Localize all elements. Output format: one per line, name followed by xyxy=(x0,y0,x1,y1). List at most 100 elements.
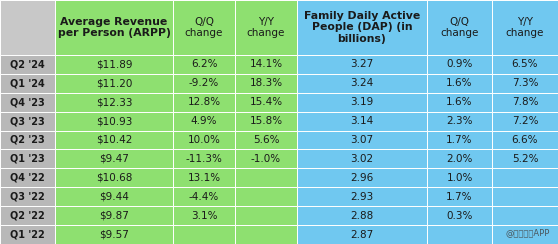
FancyBboxPatch shape xyxy=(0,55,55,74)
FancyBboxPatch shape xyxy=(427,93,492,112)
Text: 6.6%: 6.6% xyxy=(512,135,538,145)
FancyBboxPatch shape xyxy=(297,0,427,55)
FancyBboxPatch shape xyxy=(173,206,235,225)
FancyBboxPatch shape xyxy=(427,74,492,93)
Text: Q2 '24: Q2 '24 xyxy=(10,59,45,69)
Text: 0.3%: 0.3% xyxy=(446,211,473,221)
FancyBboxPatch shape xyxy=(297,206,427,225)
Text: 3.1%: 3.1% xyxy=(191,211,217,221)
FancyBboxPatch shape xyxy=(235,74,297,93)
FancyBboxPatch shape xyxy=(0,168,55,187)
FancyBboxPatch shape xyxy=(55,206,173,225)
Text: 3.24: 3.24 xyxy=(350,78,374,88)
Text: 1.6%: 1.6% xyxy=(446,78,473,88)
Text: 2.0%: 2.0% xyxy=(446,154,473,164)
FancyBboxPatch shape xyxy=(492,149,558,168)
FancyBboxPatch shape xyxy=(0,112,55,131)
FancyBboxPatch shape xyxy=(235,187,297,206)
Text: 3.19: 3.19 xyxy=(350,97,374,107)
FancyBboxPatch shape xyxy=(55,225,173,244)
Text: -1.0%: -1.0% xyxy=(251,154,281,164)
FancyBboxPatch shape xyxy=(297,149,427,168)
FancyBboxPatch shape xyxy=(492,187,558,206)
FancyBboxPatch shape xyxy=(55,187,173,206)
FancyBboxPatch shape xyxy=(427,112,492,131)
FancyBboxPatch shape xyxy=(427,0,492,55)
FancyBboxPatch shape xyxy=(492,0,558,55)
Text: Q3 '22: Q3 '22 xyxy=(10,192,45,202)
FancyBboxPatch shape xyxy=(0,206,55,225)
Text: Q/Q
change: Q/Q change xyxy=(440,17,479,38)
Text: $11.20: $11.20 xyxy=(96,78,132,88)
Text: 3.27: 3.27 xyxy=(350,59,374,69)
FancyBboxPatch shape xyxy=(173,149,235,168)
FancyBboxPatch shape xyxy=(55,112,173,131)
FancyBboxPatch shape xyxy=(55,74,173,93)
Text: @智通财经APP: @智通财经APP xyxy=(505,228,550,237)
FancyBboxPatch shape xyxy=(235,149,297,168)
FancyBboxPatch shape xyxy=(173,168,235,187)
FancyBboxPatch shape xyxy=(55,55,173,74)
FancyBboxPatch shape xyxy=(297,93,427,112)
FancyBboxPatch shape xyxy=(427,206,492,225)
FancyBboxPatch shape xyxy=(173,0,235,55)
FancyBboxPatch shape xyxy=(0,187,55,206)
Text: $9.87: $9.87 xyxy=(99,211,129,221)
Text: 6.2%: 6.2% xyxy=(191,59,217,69)
Text: Q2 '22: Q2 '22 xyxy=(10,211,45,221)
FancyBboxPatch shape xyxy=(492,93,558,112)
Text: 2.93: 2.93 xyxy=(350,192,374,202)
Text: $10.93: $10.93 xyxy=(96,116,132,126)
FancyBboxPatch shape xyxy=(0,149,55,168)
FancyBboxPatch shape xyxy=(0,131,55,149)
Text: 2.87: 2.87 xyxy=(350,230,374,240)
FancyBboxPatch shape xyxy=(492,206,558,225)
FancyBboxPatch shape xyxy=(235,93,297,112)
FancyBboxPatch shape xyxy=(55,0,173,55)
FancyBboxPatch shape xyxy=(235,55,297,74)
FancyBboxPatch shape xyxy=(235,0,297,55)
Text: 3.02: 3.02 xyxy=(350,154,373,164)
FancyBboxPatch shape xyxy=(427,131,492,149)
Text: Q4 '22: Q4 '22 xyxy=(10,173,45,183)
Text: -4.4%: -4.4% xyxy=(189,192,219,202)
FancyBboxPatch shape xyxy=(55,93,173,112)
Text: 14.1%: 14.1% xyxy=(249,59,282,69)
FancyBboxPatch shape xyxy=(427,149,492,168)
Text: Y/Y
change: Y/Y change xyxy=(506,17,544,38)
FancyBboxPatch shape xyxy=(492,74,558,93)
Text: $11.89: $11.89 xyxy=(96,59,132,69)
Text: 6.5%: 6.5% xyxy=(512,59,538,69)
FancyBboxPatch shape xyxy=(492,131,558,149)
FancyBboxPatch shape xyxy=(173,112,235,131)
Text: 18.3%: 18.3% xyxy=(249,78,282,88)
Text: Q2 '23: Q2 '23 xyxy=(10,135,45,145)
Text: Q1 '24: Q1 '24 xyxy=(10,78,45,88)
Text: $10.68: $10.68 xyxy=(96,173,132,183)
FancyBboxPatch shape xyxy=(0,74,55,93)
Text: 12.8%: 12.8% xyxy=(187,97,220,107)
FancyBboxPatch shape xyxy=(173,225,235,244)
Text: -11.3%: -11.3% xyxy=(186,154,223,164)
FancyBboxPatch shape xyxy=(235,206,297,225)
FancyBboxPatch shape xyxy=(0,225,55,244)
FancyBboxPatch shape xyxy=(492,225,558,244)
Text: 0.9%: 0.9% xyxy=(446,59,473,69)
Text: 2.3%: 2.3% xyxy=(446,116,473,126)
FancyBboxPatch shape xyxy=(492,168,558,187)
FancyBboxPatch shape xyxy=(0,93,55,112)
Text: Average Revenue
per Person (ARPP): Average Revenue per Person (ARPP) xyxy=(57,17,170,38)
Text: Q/Q
change: Q/Q change xyxy=(185,17,223,38)
FancyBboxPatch shape xyxy=(235,112,297,131)
FancyBboxPatch shape xyxy=(55,131,173,149)
Text: 15.8%: 15.8% xyxy=(249,116,282,126)
FancyBboxPatch shape xyxy=(55,168,173,187)
Text: 7.8%: 7.8% xyxy=(512,97,538,107)
Text: $9.57: $9.57 xyxy=(99,230,129,240)
Text: Q1 '22: Q1 '22 xyxy=(10,230,45,240)
FancyBboxPatch shape xyxy=(297,112,427,131)
FancyBboxPatch shape xyxy=(297,225,427,244)
Text: $12.33: $12.33 xyxy=(96,97,132,107)
FancyBboxPatch shape xyxy=(427,55,492,74)
FancyBboxPatch shape xyxy=(492,112,558,131)
